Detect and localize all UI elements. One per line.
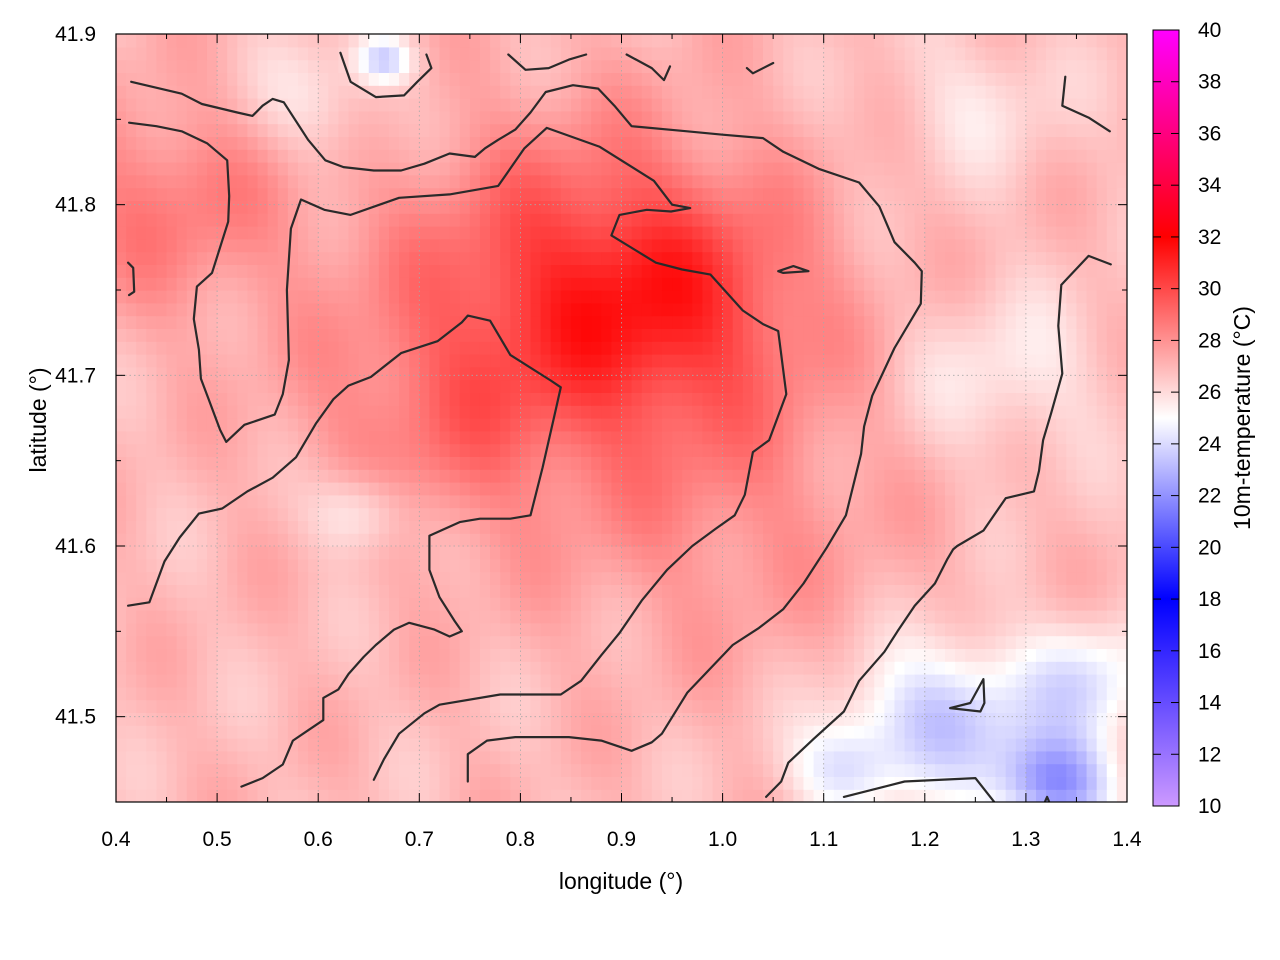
- colorbar-tick-label: 30: [1198, 278, 1221, 301]
- colorbar-tick-label: 26: [1198, 381, 1221, 404]
- x-tick-label: 0.7: [405, 828, 434, 851]
- isotherm-line-12: [1061, 75, 1111, 133]
- x-tick-label: 0.4: [101, 828, 131, 851]
- isotherm-line-4: [842, 777, 996, 802]
- isotherm-line-9: [507, 53, 588, 71]
- colorbar-title: 10m-temperature (°C): [1229, 306, 1255, 530]
- colorbar-tick-label: 10: [1198, 795, 1221, 818]
- y-tick-label: 41.6: [55, 535, 96, 558]
- tick-labels: 0.4 0.5 0.6 0.7 0.8 0.9 1.0 1.1 1.2 1.3 1.4 41.5 41.…: [55, 23, 1142, 851]
- isotherm-line-1: [130, 80, 923, 783]
- isotherm-line-7: [127, 261, 136, 297]
- colorbar-tick-label: 36: [1198, 122, 1221, 145]
- isotherm-line-11: [745, 61, 775, 75]
- colorbar-tick-label: 16: [1198, 640, 1221, 663]
- x-tick-label: 1.3: [1011, 828, 1040, 851]
- isotherm-contours: [127, 51, 1112, 802]
- colorbar-tick-label: 34: [1198, 174, 1222, 197]
- isotherm-line-8: [339, 51, 433, 99]
- x-tick-label: 1.4: [1112, 828, 1142, 851]
- x-tick-label: 0.9: [607, 828, 636, 851]
- colorbar-tick-label: 14: [1198, 692, 1222, 715]
- isotherm-line-13: [765, 254, 1112, 798]
- x-tick-label: 1.0: [708, 828, 737, 851]
- x-tick-label: 1.2: [910, 828, 939, 851]
- isotherm-line-2: [128, 121, 788, 781]
- y-tick-label: 41.7: [55, 364, 96, 387]
- isotherm-line-5: [949, 678, 986, 713]
- colorbar: [1152, 29, 1180, 807]
- colorbar-tick-label: 20: [1198, 536, 1221, 559]
- colorbar-ticks: 10 12 14 16 18 20 22 24 26 28 30 32 34 36 38 40: [1153, 19, 1222, 818]
- isotherm-line-10: [625, 53, 672, 82]
- axis-ticks: [115, 33, 1128, 803]
- colorbar-tick-label: 32: [1198, 226, 1221, 249]
- isotherm-line-3: [127, 314, 562, 788]
- y-axis-title: latitude (°): [25, 367, 51, 472]
- colorbar-tick-label: 24: [1198, 433, 1222, 456]
- isotherm-line-6: [777, 265, 810, 274]
- colorbar-tick-label: 12: [1198, 743, 1221, 766]
- x-tick-label: 1.1: [809, 828, 838, 851]
- colorbar-tick-label: 18: [1198, 588, 1221, 611]
- colorbar-tick-label: 28: [1198, 329, 1221, 352]
- x-axis-title: longitude (°): [559, 868, 683, 894]
- y-tick-label: 41.5: [55, 706, 96, 729]
- colorbar-tick-label: 38: [1198, 71, 1221, 94]
- x-tick-label: 0.6: [304, 828, 333, 851]
- y-tick-label: 41.9: [55, 23, 96, 46]
- colorbar-tick-label: 40: [1198, 19, 1221, 42]
- y-tick-label: 41.8: [55, 194, 96, 217]
- colorbar-tick-label: 22: [1198, 485, 1221, 508]
- x-tick-label: 0.5: [202, 828, 231, 851]
- x-tick-label: 0.8: [506, 828, 535, 851]
